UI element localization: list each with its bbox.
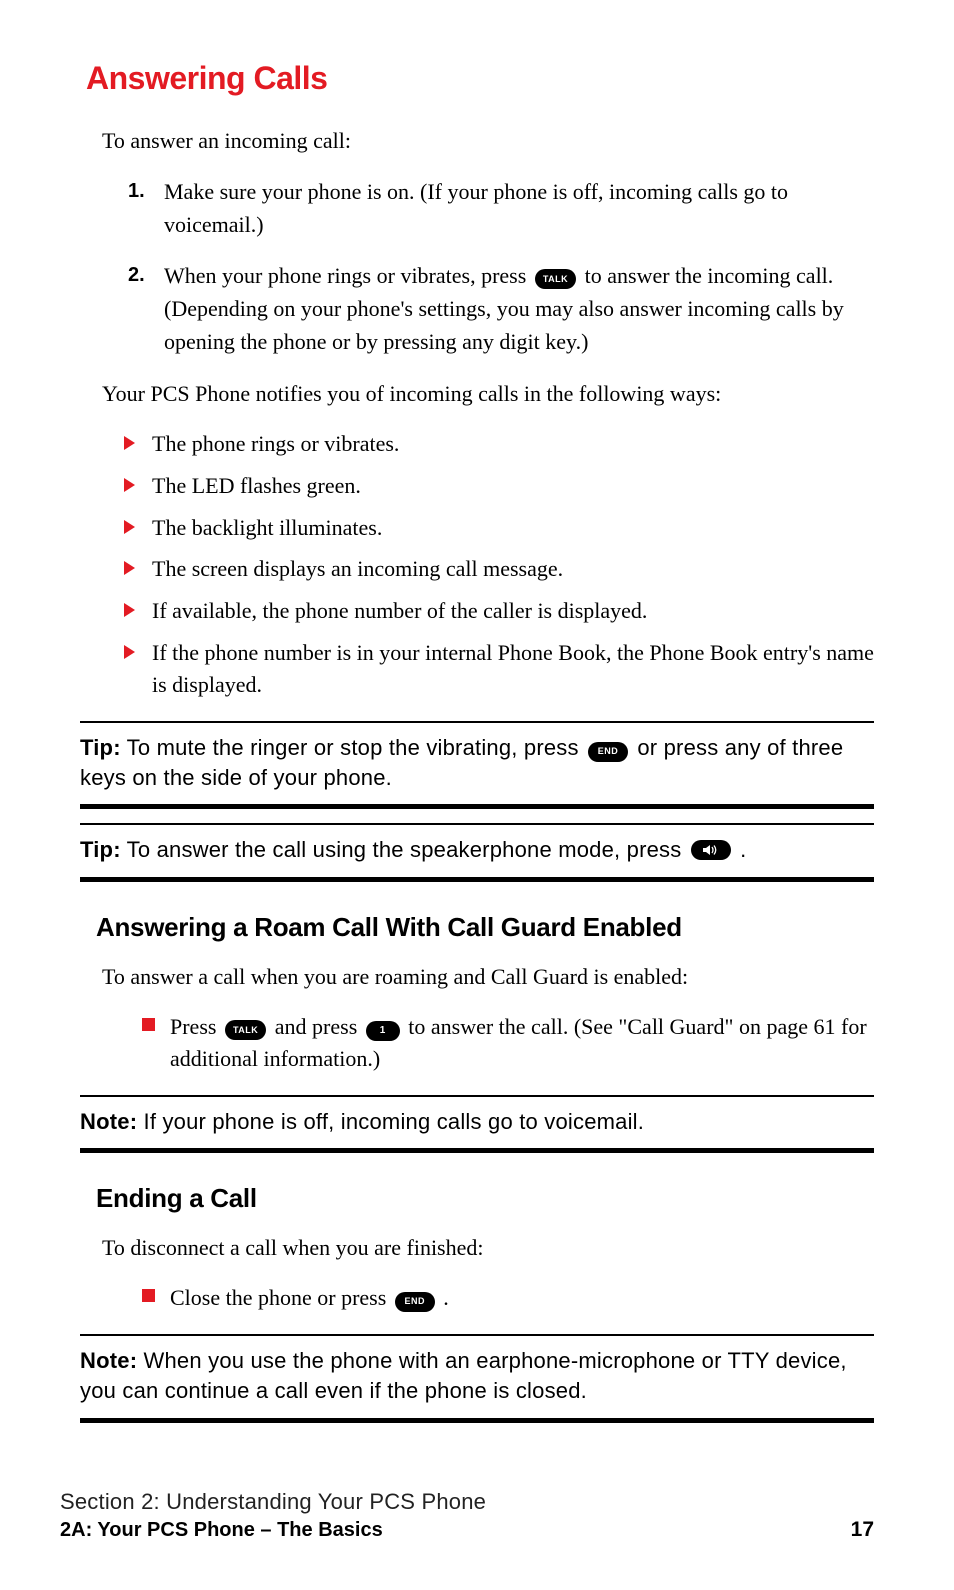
list-item: The phone rings or vibrates. [120, 428, 874, 460]
divider [80, 1418, 874, 1423]
tip-label: Tip: [80, 837, 121, 862]
step-1: 1. Make sure your phone is on. (If your … [128, 175, 874, 241]
end-key-icon: END [395, 1292, 435, 1312]
note-text: If your phone is off, incoming calls go … [137, 1109, 644, 1134]
note-label: Note: [80, 1109, 137, 1134]
list-item: If available, the phone number of the ca… [120, 595, 874, 627]
note-label: Note: [80, 1348, 137, 1373]
tip-mute: Tip: To mute the ringer or stop the vibr… [80, 723, 874, 804]
list-item: Press TALK and press 1 to answer the cal… [138, 1011, 874, 1075]
tip-text-a: To mute the ringer or stop the vibrating… [121, 735, 585, 760]
step-text: Make sure your phone is on. (If your pho… [164, 179, 788, 237]
one-key-icon: 1 [366, 1021, 400, 1041]
note-earphone: Note: When you use the phone with an ear… [80, 1336, 874, 1417]
tip-label: Tip: [80, 735, 121, 760]
talk-key-icon: TALK [535, 269, 576, 289]
footer-subsection: 2A: Your PCS Phone – The Basics [60, 1519, 874, 1542]
tip-speakerphone: Tip: To answer the call using the speake… [80, 825, 874, 877]
list-item: The LED flashes green. [120, 470, 874, 502]
roam-text-b: and press [275, 1014, 363, 1039]
notify-list: The phone rings or vibrates. The LED fla… [120, 428, 874, 701]
roam-list: Press TALK and press 1 to answer the cal… [138, 1011, 874, 1075]
list-item: The backlight illuminates. [120, 512, 874, 544]
step-number: 2. [128, 260, 145, 290]
note-text: When you use the phone with an earphone-… [80, 1348, 847, 1403]
talk-key-icon: TALK [225, 1020, 266, 1040]
end-text-a: Close the phone or press [170, 1285, 392, 1310]
footer-section: Section 2: Understanding Your PCS Phone [60, 1489, 874, 1515]
tip-text-a: To answer the call using the speakerphon… [121, 837, 688, 862]
heading-ending-call: Ending a Call [96, 1183, 874, 1214]
tip-text-b: . [734, 837, 747, 862]
roam-intro: To answer a call when you are roaming an… [102, 961, 874, 993]
end-intro: To disconnect a call when you are finish… [102, 1232, 874, 1264]
note-voicemail: Note: If your phone is off, incoming cal… [80, 1097, 874, 1149]
speaker-key-icon [691, 840, 731, 860]
roam-text-a: Press [170, 1014, 222, 1039]
end-list: Close the phone or press END . [138, 1282, 874, 1314]
list-item: If the phone number is in your internal … [120, 637, 874, 701]
list-item: The screen displays an incoming call mes… [120, 553, 874, 585]
divider [80, 877, 874, 882]
divider [80, 1148, 874, 1153]
step-text-a: When your phone rings or vibrates, press [164, 263, 532, 288]
page-number: 17 [851, 1518, 874, 1542]
end-key-icon: END [588, 742, 628, 762]
end-text-b: . [438, 1285, 449, 1310]
step-2: 2. When your phone rings or vibrates, pr… [128, 259, 874, 358]
page-footer: Section 2: Understanding Your PCS Phone … [60, 1489, 874, 1542]
step-number: 1. [128, 176, 145, 206]
heading-answering-calls: Answering Calls [86, 60, 874, 97]
numbered-steps: 1. Make sure your phone is on. (If your … [128, 175, 874, 358]
intro-text: To answer an incoming call: [102, 125, 874, 157]
heading-roam-call: Answering a Roam Call With Call Guard En… [96, 912, 874, 943]
list-item: Close the phone or press END . [138, 1282, 874, 1314]
notify-intro: Your PCS Phone notifies you of incoming … [102, 378, 874, 410]
